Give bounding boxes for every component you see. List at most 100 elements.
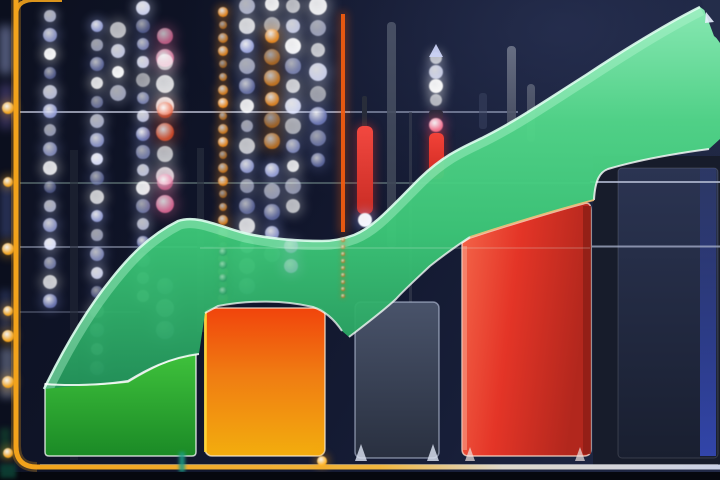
led-dot — [218, 85, 228, 95]
led-dot — [136, 37, 150, 51]
bar-foot — [464, 447, 475, 461]
led-dot — [136, 19, 150, 33]
led-dot — [219, 73, 227, 81]
led-dot — [309, 129, 327, 147]
led-dot — [135, 126, 151, 142]
led-dot — [157, 174, 173, 190]
teal-dash-column — [219, 287, 227, 295]
bar-foot — [354, 444, 367, 461]
axis-knob — [3, 448, 13, 458]
led-dot — [286, 159, 300, 173]
led-dot — [218, 137, 228, 147]
led-dot — [308, 62, 328, 82]
led-dot — [238, 197, 256, 215]
led-dot — [428, 64, 444, 80]
led-dot — [265, 163, 279, 177]
led-dot — [136, 145, 150, 159]
glow-dot-white — [358, 213, 372, 227]
led-dot — [218, 59, 228, 69]
axis-knob — [2, 102, 14, 114]
led-dot — [240, 39, 254, 53]
mid-gridlines-group — [590, 181, 720, 248]
grid-line-right — [592, 245, 720, 248]
corner-teal-blob — [0, 464, 16, 478]
led-dot — [43, 28, 57, 42]
led-dot — [90, 76, 104, 90]
bar-foot — [574, 447, 585, 461]
teal-dash-column — [219, 274, 227, 282]
volume-bar-faint — [479, 93, 487, 129]
grid-line — [20, 182, 590, 184]
led-dot — [44, 257, 56, 269]
trend-ribbon-bottom-edge — [348, 236, 471, 338]
cursor-glyph — [705, 12, 714, 23]
led-dot — [43, 180, 57, 194]
led-dot — [239, 138, 255, 154]
led-dot — [137, 164, 149, 176]
ambient-column — [70, 150, 78, 460]
orange-dash-line — [341, 287, 345, 291]
led-dot — [111, 65, 125, 79]
ghost-dot-column — [284, 239, 298, 253]
orange-dash-line — [341, 245, 345, 249]
bar-slate — [354, 301, 440, 459]
axis-knob — [3, 306, 13, 316]
led-dot — [43, 161, 57, 175]
led-dot — [44, 67, 56, 79]
led-dot — [263, 48, 281, 66]
led-dot — [136, 199, 150, 213]
led-dot — [218, 215, 228, 225]
led-dot — [157, 146, 173, 162]
led-dot — [284, 97, 302, 115]
led-dot — [217, 32, 229, 44]
orange-dash-line — [341, 252, 345, 256]
orange-dash-line — [341, 266, 345, 270]
bar-orange-left-glow — [204, 312, 207, 452]
led-dot — [89, 113, 105, 129]
bokeh-blob — [0, 428, 10, 458]
led-dot — [263, 111, 281, 129]
orange-dash-line — [341, 259, 345, 263]
led-dot — [155, 122, 175, 142]
led-dot — [218, 20, 228, 30]
trend-ribbon-bottom-edge — [44, 353, 200, 386]
led-dot — [43, 218, 57, 232]
grid-line-through-ribbon — [200, 247, 590, 249]
led-dot — [285, 178, 301, 194]
led-dot — [42, 274, 58, 290]
candle-red-body — [357, 126, 373, 214]
led-dot — [135, 0, 151, 16]
led-dot — [285, 198, 301, 214]
glow-dot-pink — [429, 118, 443, 132]
led-dot — [239, 158, 255, 174]
led-dot — [136, 91, 150, 105]
led-dot — [265, 92, 279, 106]
led-dot — [90, 133, 104, 147]
led-dot — [264, 70, 280, 86]
led-dot — [217, 162, 229, 174]
led-dot — [43, 47, 57, 61]
led-dot — [264, 133, 280, 149]
led-dot — [137, 110, 149, 122]
led-dot — [309, 107, 327, 125]
orange-dash-line — [341, 238, 345, 242]
led-dot — [43, 294, 57, 308]
led-dot — [137, 236, 149, 248]
led-dot — [137, 56, 149, 68]
led-dot — [309, 19, 327, 37]
led-dot — [218, 189, 228, 199]
led-dot — [263, 182, 281, 200]
axis-knob — [2, 376, 14, 388]
led-dot — [136, 217, 150, 231]
led-dot — [240, 119, 254, 133]
orange-timeline — [341, 14, 345, 232]
led-dot — [157, 28, 173, 44]
led-dot — [43, 237, 57, 251]
trend-ribbon-group — [42, 5, 720, 390]
led-dot — [44, 10, 56, 22]
led-dot — [90, 57, 104, 71]
led-dot — [429, 93, 443, 107]
